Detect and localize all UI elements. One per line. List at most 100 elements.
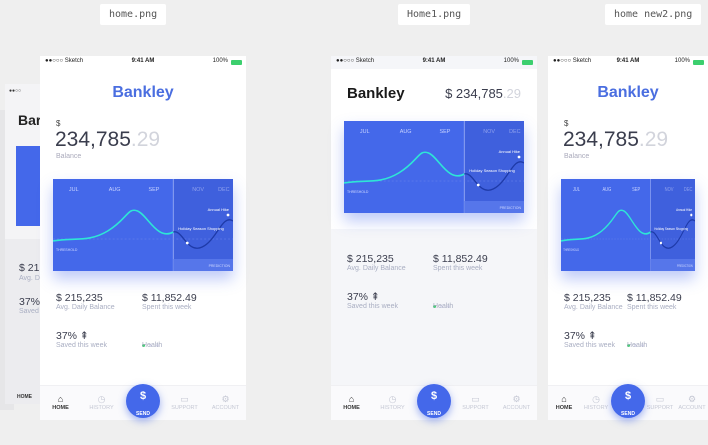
annual-hike-label: Annual Hike: [499, 149, 521, 154]
file-label-home: home.png: [100, 4, 167, 25]
annual-hike-label: Annual Hike: [208, 207, 230, 212]
chat-icon: ▭: [471, 394, 480, 404]
app-title: Bankley: [597, 84, 659, 101]
tab-history[interactable]: ◷ HISTORY: [81, 394, 122, 411]
balance-amount: 234,785.29: [563, 128, 669, 151]
month-label: JUL: [573, 186, 580, 193]
clock: 9:41 AM: [616, 58, 640, 64]
tab-account[interactable]: ⚙ ACCOUNT: [676, 394, 708, 411]
prediction-label: PREDICTION: [677, 264, 693, 269]
tab-home[interactable]: ⌂ HOME: [548, 394, 580, 411]
home-icon: ⌂: [57, 394, 64, 404]
tab-account[interactable]: ⚙ ACCOUNT: [496, 394, 537, 411]
status-bar: ●●○○○ Sketch 9:41 AM 100%: [548, 58, 708, 69]
currency-symbol: $: [56, 119, 61, 128]
chat-icon: ▭: [655, 394, 665, 404]
threshold-label: THRESHOLD: [563, 248, 580, 253]
background-screen: ●●○○ Bar $ 21 Avg. D 37% Saved HOME: [5, 84, 45, 404]
phone-home: ●●○○○ Sketch 9:41 AM 100% Bankley $ 234,…: [40, 56, 246, 420]
tab-home[interactable]: ⌂ HOME: [40, 394, 81, 411]
send-button[interactable]: $ SEND: [126, 384, 160, 418]
prediction-region: [650, 179, 695, 271]
balance-label: Balance: [564, 153, 590, 160]
prediction-line: [173, 219, 233, 249]
prediction-label: PREDICTION: [500, 206, 522, 210]
send-button[interactable]: $ SEND: [611, 384, 645, 418]
month-label: NOV: [192, 187, 204, 193]
history-icon: ◷: [592, 394, 600, 404]
tab-support[interactable]: ▭ SUPPORT: [644, 394, 676, 411]
threshold-label: THRESHOLD: [56, 248, 78, 252]
stat-avg-daily: $ 215,235 Avg. Daily Balance: [56, 292, 115, 311]
tab-bar: ⌂ HOME ◷ HISTORY ▭ SUPPORT ⚙ ACCOUNT $ SEND: [548, 384, 708, 420]
battery-percent: 100%: [212, 58, 228, 64]
file-label-home-new2: home new2.png: [605, 4, 702, 25]
stat-spent-week: $ 11,852.49 Spent this week: [142, 292, 197, 311]
chart-card[interactable]: JUL AUG SEP NOV DEC THRESHOLD PREDICTION Ann…: [561, 179, 695, 271]
month-label: DEC: [509, 129, 521, 135]
balance-amount: 234,785.29: [55, 128, 161, 151]
chat-icon: ▭: [180, 394, 189, 404]
holiday-label: Holiday Season Shopping: [654, 227, 688, 232]
stat-spent-week: $ 11,852.49 Spent this week: [627, 292, 682, 311]
clock: 9:41 AM: [131, 58, 155, 64]
tab-support[interactable]: ▭ SUPPORT: [455, 394, 496, 411]
battery-icon: [522, 60, 533, 65]
carrier: ●●○○○ Sketch: [336, 58, 375, 64]
prediction-region: [464, 121, 524, 213]
phone-home-new2: ●●○○○ Sketch 9:41 AM 100% Bankley $ 234,…: [548, 56, 708, 420]
app-title: Bankley: [112, 84, 174, 101]
stat-health: Health: [142, 330, 163, 349]
tab-home[interactable]: ⌂ HOME: [331, 394, 372, 411]
month-label: NOV: [665, 186, 674, 193]
holiday-label: Holiday Season Shopping: [469, 168, 515, 173]
chart-card[interactable]: JUL AUG SEP NOV DEC THRESHOLD PREDICTION Ann…: [344, 121, 524, 213]
balance-label: Balance: [56, 153, 82, 160]
month-label: JUL: [360, 129, 370, 135]
holiday-point[interactable]: [185, 241, 189, 245]
home-icon: ⌂: [561, 394, 567, 404]
tab-history[interactable]: ◷ HISTORY: [372, 394, 413, 411]
annual-hike-point[interactable]: [690, 213, 693, 217]
tab-bar: ⌂ HOME ◷ HISTORY ▭ SUPPORT ⚙ ACCOUNT $ SEND: [40, 384, 246, 420]
month-label: SEP: [632, 186, 640, 193]
balance-line: [344, 151, 465, 184]
month-label: AUG: [109, 187, 121, 193]
month-label: AUG: [400, 129, 412, 135]
health-dots: [433, 291, 454, 308]
clock: 9:41 AM: [422, 58, 446, 64]
month-label: DEC: [684, 186, 693, 193]
month-label: DEC: [218, 187, 230, 193]
balance-chart[interactable]: JUL AUG SEP NOV DEC THRESHOLD PREDICTION Ann…: [53, 179, 233, 271]
holiday-point[interactable]: [659, 241, 662, 245]
balance-chart[interactable]: JUL AUG SEP NOV DEC THRESHOLD PREDICTION Ann…: [561, 179, 695, 271]
tab-history[interactable]: ◷ HISTORY: [580, 394, 612, 411]
app-title: Bankley: [347, 85, 405, 102]
threshold-label: THRESHOLD: [347, 190, 369, 194]
prediction-line: [464, 161, 524, 191]
holiday-label: Holiday Season Shopping: [178, 226, 224, 231]
carrier: ●●○○○ Sketch: [553, 58, 592, 64]
phone-home1: ●●○○○ Sketch 9:41 AM 100% Bankley $ 234,…: [331, 56, 537, 420]
stat-avg-daily: $ 215,235 Avg. Daily Balance: [564, 292, 623, 311]
send-button[interactable]: $ SEND: [417, 384, 451, 418]
month-label: NOV: [483, 129, 495, 135]
dollar-icon: $: [624, 390, 632, 402]
stat-saved-week: 37% ⇞ Saved this week: [564, 330, 615, 349]
stat-spent-week: $ 11,852.49 Spent this week: [433, 253, 488, 272]
month-label: SEP: [439, 129, 450, 135]
chart-card[interactable]: JUL AUG SEP NOV DEC THRESHOLD PREDICTION Ann…: [53, 179, 233, 271]
balance-chart[interactable]: JUL AUG SEP NOV DEC THRESHOLD PREDICTION Ann…: [344, 121, 524, 213]
annual-hike-point[interactable]: [226, 213, 230, 217]
health-dots: [627, 330, 648, 347]
annual-hike-point[interactable]: [517, 155, 521, 159]
stat-saved-week: 37% ⇞ Saved this week: [347, 291, 398, 310]
tab-support[interactable]: ▭ SUPPORT: [164, 394, 205, 411]
tab-account[interactable]: ⚙ ACCOUNT: [205, 394, 246, 411]
currency-symbol: $: [564, 119, 569, 128]
gear-icon: ⚙: [512, 394, 521, 404]
battery-percent: 100%: [674, 58, 690, 64]
month-label: JUL: [69, 187, 79, 193]
holiday-point[interactable]: [476, 183, 480, 187]
carrier: ●●○○○ Sketch: [45, 58, 84, 64]
